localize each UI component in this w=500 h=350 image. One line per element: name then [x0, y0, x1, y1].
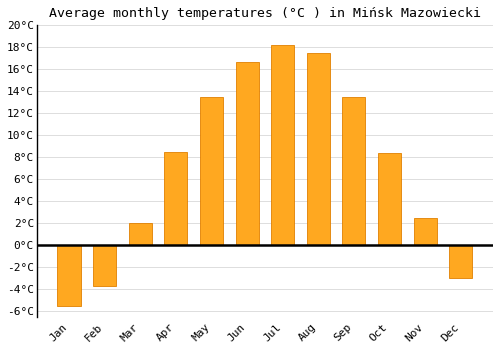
Bar [128, 223, 152, 245]
Bar [236, 62, 258, 245]
Bar [414, 218, 436, 245]
Bar [271, 45, 294, 245]
Bar [200, 97, 223, 245]
Title: Average monthly temperatures (°C ) in Mińsk Mazowiecki: Average monthly temperatures (°C ) in Mi… [49, 7, 481, 20]
Bar [164, 152, 188, 245]
Bar [306, 53, 330, 245]
Bar [342, 97, 365, 245]
Bar [58, 245, 80, 306]
Bar [93, 245, 116, 286]
Bar [378, 153, 401, 245]
Bar [449, 245, 472, 278]
